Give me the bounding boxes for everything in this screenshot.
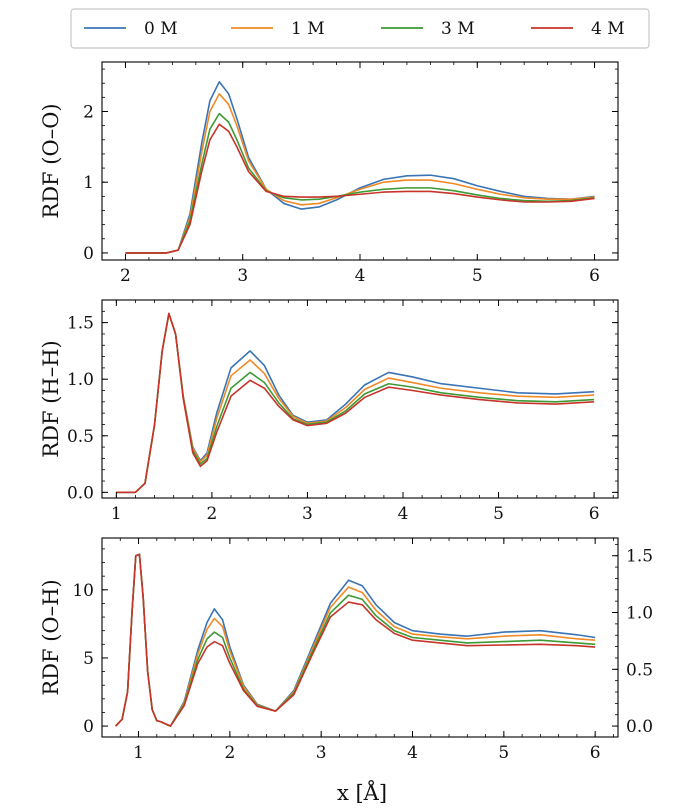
legend-label: 4 M — [591, 19, 625, 39]
y2-tick-label: 1.0 — [626, 604, 653, 624]
y2-tick-label: 0.5 — [626, 660, 653, 680]
series-line-1m — [125, 93, 595, 254]
x-tick-label: 3 — [302, 504, 313, 524]
plot-frame — [101, 299, 619, 499]
series-line-3m — [125, 112, 595, 254]
x-tick-label: 6 — [589, 504, 600, 524]
series-line-3m — [115, 553, 596, 727]
panel-rdf-o-o: 2 3 4 5 6 0 1 2 RDF (O–O) — [39, 61, 619, 286]
x-tick-label: 4 — [407, 743, 418, 763]
y2-tick-label: 1.5 — [626, 547, 653, 567]
y-tick-label: 1.0 — [67, 370, 94, 390]
y-tick-label: 0 — [83, 717, 94, 737]
series-line-4m — [115, 553, 596, 727]
x-tick-label: 4 — [398, 504, 409, 524]
y-axis-label: RDF (H–H) — [39, 340, 63, 457]
x-tick-label: 2 — [120, 266, 131, 286]
x-tick-label: 2 — [224, 743, 235, 763]
y-tick-label: 1 — [83, 173, 94, 193]
x-tick-label: 3 — [316, 743, 327, 763]
y-tick-label: 0.5 — [67, 427, 94, 447]
plot-frame — [101, 537, 619, 738]
x-tick-label: 5 — [472, 266, 483, 286]
y-tick-label: 0.0 — [67, 483, 94, 503]
y-tick-label: 2 — [83, 103, 94, 123]
x-tick-label: 1 — [133, 743, 144, 763]
y-axis-label: RDF (O–H) — [39, 579, 63, 695]
y-tick-label: 0 — [83, 244, 94, 264]
legend-label: 1 M — [291, 19, 325, 39]
series-line-4m — [125, 123, 595, 254]
x-tick-label: 2 — [206, 504, 217, 524]
x-tick-label: 5 — [498, 743, 509, 763]
legend-label: 0 M — [144, 19, 178, 39]
x-tick-label: 6 — [590, 743, 601, 763]
plot-frame — [101, 61, 619, 261]
panel-rdf-o-h: 1 2 3 4 5 6 0 5 10 0.0 0.5 1.0 1.5 RDF (O–H) — [39, 537, 653, 763]
series-line-4m — [116, 312, 595, 494]
x-axis-label: x [Å] — [337, 780, 387, 805]
y2-tick-label: 0.0 — [626, 717, 653, 737]
x-tick-label: 4 — [355, 266, 366, 286]
legend-box — [70, 8, 650, 49]
y-axis-label: RDF (O–O) — [39, 103, 63, 218]
legend: 0 M 1 M 3 M 4 M — [70, 8, 650, 49]
x-tick-label: 1 — [111, 504, 122, 524]
x-tick-label: 3 — [237, 266, 248, 286]
series-line-0m — [125, 81, 595, 254]
y-tick-label: 1.5 — [67, 314, 94, 334]
y-tick-label: 5 — [83, 649, 94, 669]
y-tick-label: 10 — [72, 581, 94, 601]
legend-label: 3 M — [441, 19, 475, 39]
x-tick-label: 5 — [493, 504, 504, 524]
x-tick-label: 6 — [589, 266, 600, 286]
